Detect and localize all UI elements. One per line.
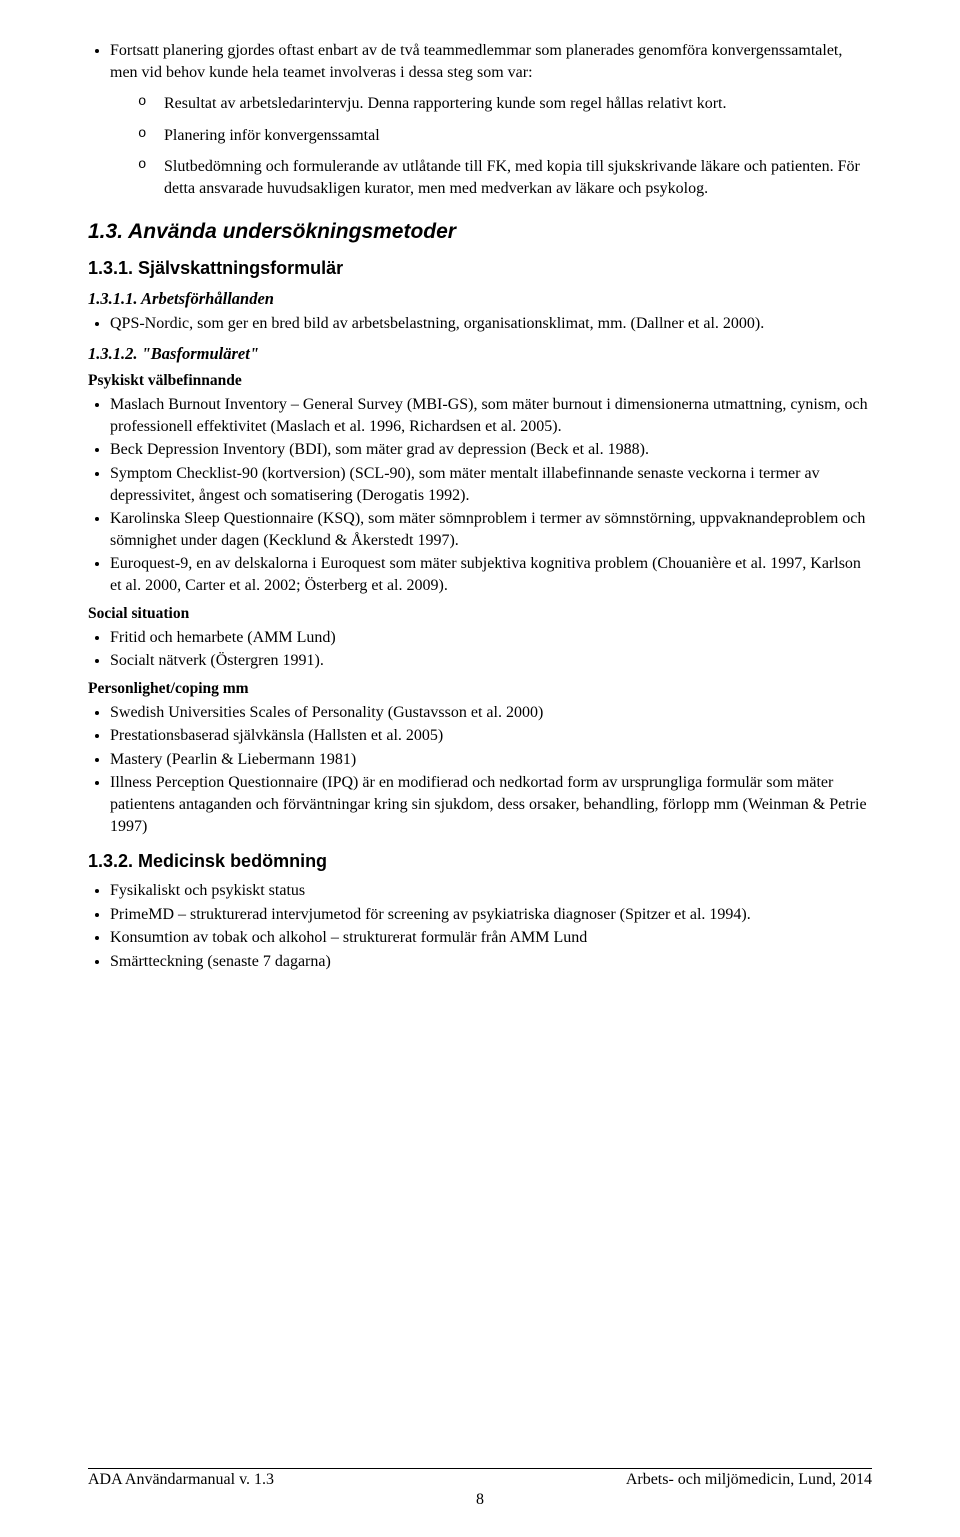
list-item: Prestationsbaserad självkänsla (Hallsten… [110, 725, 872, 747]
list-item: Euroquest-9, en av delskalorna i Euroque… [110, 553, 872, 596]
list-item: Illness Perception Questionnaire (IPQ) ä… [110, 772, 872, 837]
footer-page-number: 8 [88, 1491, 872, 1509]
list-item: Beck Depression Inventory (BDI), som mät… [110, 439, 872, 461]
list-item: Fysikaliskt och psykiskt status [110, 880, 872, 902]
group-heading-personlighet: Personlighet/coping mm [88, 680, 872, 698]
intro-sublist: Resultat av arbetsledarintervju. Denna r… [138, 93, 872, 199]
heading-1-3-1-2: 1.3.1.2. "Basformuläret" [88, 344, 872, 364]
footer-right: Arbets- och miljömedicin, Lund, 2014 [626, 1471, 872, 1489]
heading-1-3-1-1: 1.3.1.1. Arbetsförhållanden [88, 289, 872, 309]
heading-1-3-2: 1.3.2. Medicinsk bedömning [88, 851, 872, 872]
list-psykiskt: Maslach Burnout Inventory – General Surv… [88, 394, 872, 596]
list-item: Socialt nätverk (Östergren 1991). [110, 650, 872, 672]
intro-sub-item: Slutbedömning och formulerande av utlåta… [138, 156, 872, 199]
document-page: Fortsatt planering gjordes oftast enbart… [0, 0, 960, 1537]
list-item: Swedish Universities Scales of Personali… [110, 702, 872, 724]
footer-row: ADA Användarmanual v. 1.3 Arbets- och mi… [88, 1471, 872, 1489]
heading-1-3: 1.3. Använda undersökningsmetoder [88, 220, 872, 244]
intro-bullet-text: Fortsatt planering gjordes oftast enbart… [110, 42, 842, 81]
footer-left: ADA Användarmanual v. 1.3 [88, 1471, 274, 1489]
list-item: Fritid och hemarbete (AMM Lund) [110, 627, 872, 649]
group-heading-psykiskt: Psykiskt välbefinnande [88, 372, 872, 390]
list-item: Symptom Checklist-90 (kortversion) (SCL-… [110, 463, 872, 506]
list-1-3-1-1: QPS-Nordic, som ger en bred bild av arbe… [88, 313, 872, 335]
intro-bullet: Fortsatt planering gjordes oftast enbart… [110, 40, 872, 200]
list-item: Mastery (Pearlin & Liebermann 1981) [110, 749, 872, 771]
intro-sub-item: Planering inför konvergenssamtal [138, 125, 872, 147]
list-item: PrimeMD – strukturerad intervjumetod för… [110, 904, 872, 926]
list-item: Smärtteckning (senaste 7 dagarna) [110, 951, 872, 973]
intro-list: Fortsatt planering gjordes oftast enbart… [88, 40, 872, 200]
page-footer: ADA Användarmanual v. 1.3 Arbets- och mi… [88, 1468, 872, 1509]
list-1-3-2: Fysikaliskt och psykiskt status PrimeMD … [88, 880, 872, 972]
list-item: Maslach Burnout Inventory – General Surv… [110, 394, 872, 437]
intro-sub-item: Resultat av arbetsledarintervju. Denna r… [138, 93, 872, 115]
list-item: Karolinska Sleep Questionnaire (KSQ), so… [110, 508, 872, 551]
list-item: QPS-Nordic, som ger en bred bild av arbe… [110, 313, 872, 335]
list-item: Konsumtion av tobak och alkohol – strukt… [110, 927, 872, 949]
footer-rule [88, 1468, 872, 1469]
list-social: Fritid och hemarbete (AMM Lund) Socialt … [88, 627, 872, 672]
group-heading-social: Social situation [88, 605, 872, 623]
heading-1-3-1: 1.3.1. Självskattningsformulär [88, 258, 872, 279]
list-personlighet: Swedish Universities Scales of Personali… [88, 702, 872, 838]
